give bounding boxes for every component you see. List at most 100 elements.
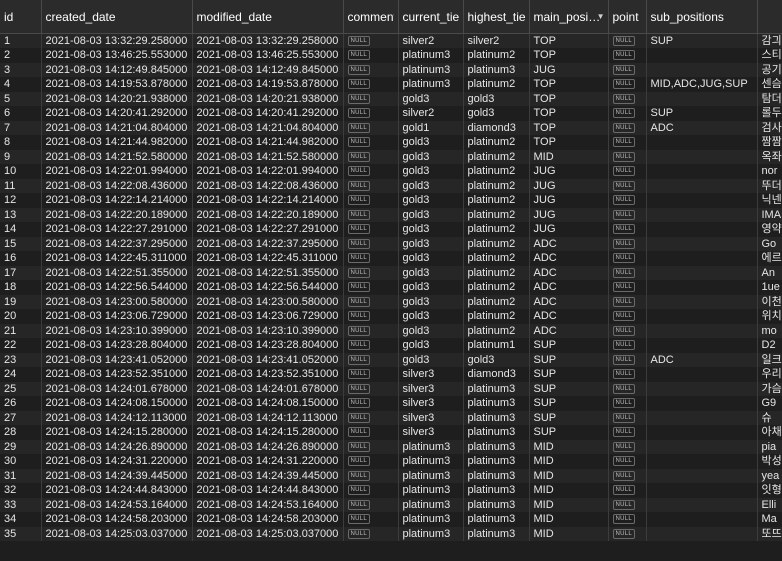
cell-comment[interactable]: NULL — [343, 77, 399, 92]
cell-point[interactable]: NULL — [608, 33, 647, 48]
cell-sub-positions[interactable] — [646, 222, 758, 237]
cell-nickname[interactable]: 스티 — [757, 48, 782, 63]
cell-modified-date[interactable]: 2021-08-03 13:46:25.553000 — [192, 48, 344, 63]
cell-comment[interactable]: NULL — [343, 483, 399, 498]
cell-id[interactable]: 11 — [0, 178, 42, 193]
cell-nickname[interactable]: mo — [757, 323, 782, 338]
cell-main-position[interactable]: SUP — [529, 410, 609, 425]
column-header-main-position[interactable]: main_posi… ▼ — [529, 0, 609, 34]
cell-current-tier[interactable]: gold3 — [398, 222, 464, 237]
cell-id[interactable]: 34 — [0, 512, 42, 527]
table-row[interactable]: 25 2021-08-03 14:24:01.678000 2021-08-03 1… — [0, 381, 782, 396]
cell-sub-positions[interactable] — [646, 164, 758, 179]
cell-current-tier[interactable]: platinum3 — [398, 62, 464, 77]
cell-id[interactable]: 19 — [0, 294, 42, 309]
column-header-modified-date[interactable]: modified_date — [192, 0, 344, 34]
cell-highest-tier[interactable]: platinum2 — [463, 265, 530, 280]
cell-id[interactable]: 18 — [0, 280, 42, 295]
cell-highest-tier[interactable]: gold3 — [463, 91, 530, 106]
cell-comment[interactable]: NULL — [343, 251, 399, 266]
cell-modified-date[interactable]: 2021-08-03 14:22:01.994000 — [192, 164, 344, 179]
cell-modified-date[interactable]: 2021-08-03 14:21:52.580000 — [192, 149, 344, 164]
cell-id[interactable]: 6 — [0, 106, 42, 121]
cell-current-tier[interactable]: gold3 — [398, 280, 464, 295]
cell-point[interactable]: NULL — [608, 468, 647, 483]
cell-point[interactable]: NULL — [608, 106, 647, 121]
cell-modified-date[interactable]: 2021-08-03 14:24:12.113000 — [192, 410, 344, 425]
cell-point[interactable]: NULL — [608, 120, 647, 135]
cell-sub-positions[interactable] — [646, 512, 758, 527]
cell-main-position[interactable]: TOP — [529, 120, 609, 135]
cell-highest-tier[interactable]: platinum2 — [463, 193, 530, 208]
cell-created-date[interactable]: 2021-08-03 14:23:06.729000 — [41, 309, 193, 324]
cell-id[interactable]: 20 — [0, 309, 42, 324]
table-row[interactable]: 28 2021-08-03 14:24:15.280000 2021-08-03 1… — [0, 425, 782, 440]
cell-id[interactable]: 22 — [0, 338, 42, 353]
cell-id[interactable]: 23 — [0, 352, 42, 367]
cell-highest-tier[interactable]: platinum2 — [463, 294, 530, 309]
cell-comment[interactable]: NULL — [343, 367, 399, 382]
cell-comment[interactable]: NULL — [343, 468, 399, 483]
table-row[interactable]: 29 2021-08-03 14:24:26.890000 2021-08-03 1… — [0, 439, 782, 454]
cell-current-tier[interactable]: gold1 — [398, 120, 464, 135]
cell-nickname[interactable]: 짬짬 — [757, 135, 782, 150]
cell-comment[interactable]: NULL — [343, 497, 399, 512]
cell-created-date[interactable]: 2021-08-03 14:23:41.052000 — [41, 352, 193, 367]
cell-created-date[interactable]: 2021-08-03 14:22:01.994000 — [41, 164, 193, 179]
cell-sub-positions[interactable] — [646, 309, 758, 324]
cell-sub-positions[interactable] — [646, 439, 758, 454]
column-header-point[interactable]: point — [608, 0, 647, 34]
table-row[interactable]: 11 2021-08-03 14:22:08.436000 2021-08-03 1… — [0, 178, 782, 193]
cell-point[interactable]: NULL — [608, 425, 647, 440]
cell-id[interactable]: 13 — [0, 207, 42, 222]
cell-sub-positions[interactable]: ADC — [646, 120, 758, 135]
cell-created-date[interactable]: 2021-08-03 14:24:26.890000 — [41, 439, 193, 454]
table-row[interactable]: 1 2021-08-03 13:32:29.258000 2021-08-03 13… — [0, 33, 782, 48]
table-row[interactable]: 13 2021-08-03 14:22:20.189000 2021-08-03 1… — [0, 207, 782, 222]
cell-created-date[interactable]: 2021-08-03 14:24:44.843000 — [41, 483, 193, 498]
cell-modified-date[interactable]: 2021-08-03 14:24:01.678000 — [192, 381, 344, 396]
cell-created-date[interactable]: 2021-08-03 14:24:31.220000 — [41, 454, 193, 469]
column-header-sub-positions[interactable]: sub_positions — [646, 0, 758, 34]
cell-point[interactable]: NULL — [608, 454, 647, 469]
cell-main-position[interactable]: TOP — [529, 135, 609, 150]
table-row[interactable]: 22 2021-08-03 14:23:28.804000 2021-08-03 1… — [0, 338, 782, 353]
cell-modified-date[interactable]: 2021-08-03 14:19:53.878000 — [192, 77, 344, 92]
cell-nickname[interactable]: 박성 — [757, 454, 782, 469]
cell-nickname[interactable]: 우리 — [757, 367, 782, 382]
cell-point[interactable]: NULL — [608, 367, 647, 382]
cell-highest-tier[interactable]: platinum2 — [463, 222, 530, 237]
sort-chevron-down-icon[interactable]: ▼ — [596, 12, 605, 21]
cell-modified-date[interactable]: 2021-08-03 14:20:21.938000 — [192, 91, 344, 106]
cell-point[interactable]: NULL — [608, 135, 647, 150]
cell-point[interactable]: NULL — [608, 62, 647, 77]
cell-current-tier[interactable]: gold3 — [398, 251, 464, 266]
cell-highest-tier[interactable]: platinum2 — [463, 178, 530, 193]
cell-current-tier[interactable]: platinum3 — [398, 483, 464, 498]
cell-point[interactable]: NULL — [608, 526, 647, 541]
cell-nickname[interactable]: Ma — [757, 512, 782, 527]
cell-sub-positions[interactable] — [646, 497, 758, 512]
cell-id[interactable]: 17 — [0, 265, 42, 280]
cell-point[interactable]: NULL — [608, 512, 647, 527]
cell-modified-date[interactable]: 2021-08-03 14:24:31.220000 — [192, 454, 344, 469]
cell-main-position[interactable]: TOP — [529, 33, 609, 48]
cell-highest-tier[interactable]: platinum3 — [463, 483, 530, 498]
cell-id[interactable]: 30 — [0, 454, 42, 469]
cell-main-position[interactable]: MID — [529, 454, 609, 469]
cell-created-date[interactable]: 2021-08-03 14:25:03.037000 — [41, 526, 193, 541]
cell-current-tier[interactable]: gold3 — [398, 207, 464, 222]
table-row[interactable]: 31 2021-08-03 14:24:39.445000 2021-08-03 1… — [0, 468, 782, 483]
cell-main-position[interactable]: ADC — [529, 323, 609, 338]
cell-main-position[interactable]: JUG — [529, 62, 609, 77]
cell-id[interactable]: 31 — [0, 468, 42, 483]
cell-main-position[interactable]: SUP — [529, 396, 609, 411]
cell-sub-positions[interactable] — [646, 367, 758, 382]
cell-comment[interactable]: NULL — [343, 193, 399, 208]
cell-sub-positions[interactable] — [646, 323, 758, 338]
cell-created-date[interactable]: 2021-08-03 14:22:45.311000 — [41, 251, 193, 266]
cell-current-tier[interactable]: platinum3 — [398, 468, 464, 483]
column-header-comment[interactable]: comment — [343, 0, 399, 34]
cell-comment[interactable]: NULL — [343, 91, 399, 106]
cell-modified-date[interactable]: 2021-08-03 14:24:08.150000 — [192, 396, 344, 411]
